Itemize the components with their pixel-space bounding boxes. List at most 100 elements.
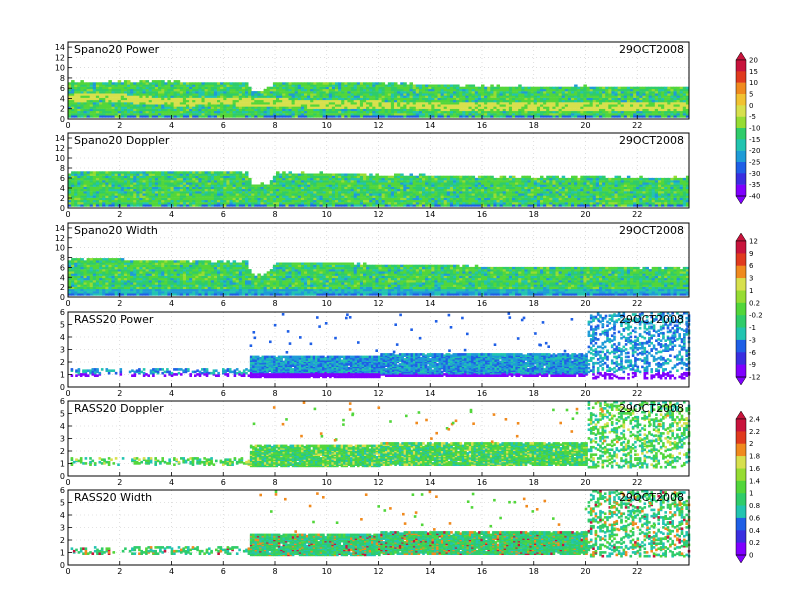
data-cell [121,178,125,180]
data-cell [344,115,348,117]
data-cell [139,87,143,89]
data-cell [639,104,643,106]
data-cell [493,115,497,117]
data-cell [282,107,286,109]
data-cell [167,196,171,198]
data-cell [310,91,314,93]
data-cell [372,93,376,95]
data-cell [416,187,420,189]
data-cell [124,178,128,180]
data-cell [84,104,88,106]
data-cell [627,113,631,115]
data-cell [528,109,532,111]
data-cell [146,180,150,182]
data-cell [422,102,426,104]
data-cell [226,202,230,204]
data-cell [372,102,376,104]
data-cell [105,109,109,111]
data-cell [329,98,333,100]
data-cell [453,93,457,95]
data-cell [251,107,255,109]
data-cell [434,178,438,180]
data-cell [379,93,383,95]
data-cell [425,96,429,98]
data-cell [96,187,100,189]
data-cell [323,176,327,178]
data-cell [500,113,504,115]
data-cell [282,176,286,178]
data-cell [310,202,314,204]
data-cell [388,96,392,98]
data-cell [239,180,243,182]
data-cell [115,193,119,195]
data-cell [220,191,224,193]
data-cell [208,191,212,193]
data-cell [121,89,125,91]
data-cell [351,176,355,178]
data-cell [102,111,106,113]
data-cell [171,189,175,191]
data-cell [580,115,584,117]
data-cell [394,85,398,87]
data-cell [285,85,289,87]
data-cell [146,174,150,176]
data-cell [230,100,234,102]
data-cell [382,176,386,178]
data-cell [425,182,429,184]
data-cell [310,187,314,189]
data-cell [108,189,112,191]
data-cell [347,189,351,191]
data-cell [99,174,103,176]
data-cell [518,85,522,87]
data-cell [161,176,165,178]
data-cell [484,93,488,95]
data-cell [84,174,88,176]
data-cell [261,115,265,117]
data-cell [608,96,612,98]
data-cell [143,198,147,200]
data-cell [658,96,662,98]
data-cell [105,174,109,176]
data-cell [87,193,91,195]
data-cell [422,176,426,178]
data-cell [245,182,249,184]
data-cell [493,98,497,100]
data-cell [642,96,646,98]
data-cell [248,178,252,180]
data-cell [192,85,196,87]
data-cell [531,98,535,100]
data-cell [282,174,286,176]
data-cell [441,193,445,195]
data-cell [658,111,662,113]
data-cell [226,104,230,106]
data-cell [320,96,324,98]
data-cell [590,113,594,115]
data-cell [99,89,103,91]
data-cell [167,178,171,180]
data-cell [307,198,311,200]
data-cell [77,82,81,84]
data-cell [456,113,460,115]
data-cell [379,178,383,180]
data-cell [177,202,181,204]
data-cell [332,89,336,91]
data-cell [366,189,370,191]
data-cell [74,185,78,187]
data-cell [425,200,429,202]
data-cell [326,115,330,117]
data-cell [379,87,383,89]
data-cell [251,198,255,200]
data-cell [621,102,625,104]
data-cell [202,187,206,189]
data-cell [397,98,401,100]
data-cell [292,204,296,206]
data-cell [264,204,268,206]
data-cell [68,104,72,106]
data-cell [447,89,451,91]
data-cell [540,115,544,117]
data-cell [152,176,156,178]
data-cell [413,193,417,195]
data-cell [127,182,131,184]
data-cell [447,198,451,200]
data-cell [438,176,442,178]
